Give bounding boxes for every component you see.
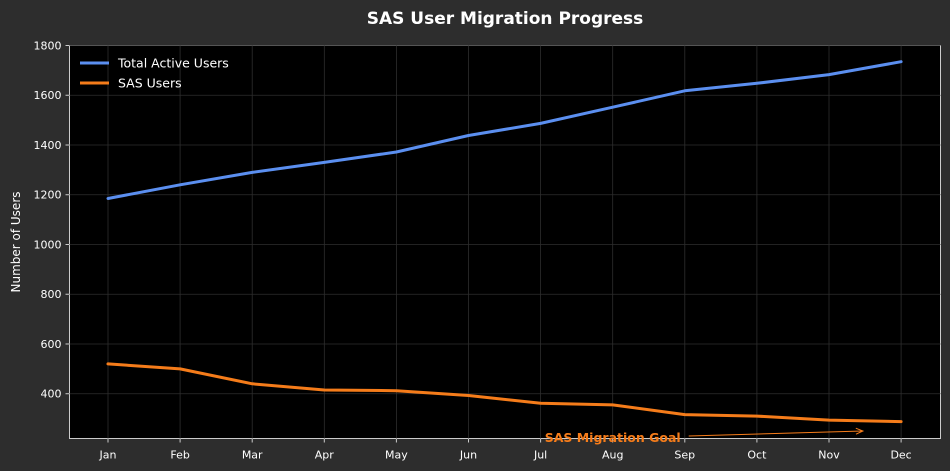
y-tick-label: 1800 [34, 40, 62, 53]
x-tick-label: Nov [818, 449, 840, 462]
x-tick-label: Jul [533, 449, 547, 462]
annotation-arrow-head [855, 427, 865, 435]
y-tick-label: 1200 [34, 189, 62, 202]
x-tick-label: Oct [747, 449, 767, 462]
series-layer [106, 60, 903, 424]
x-tick-label: Apr [315, 449, 335, 462]
x-tick-label: Aug [602, 449, 623, 462]
y-tick-label: 600 [41, 338, 62, 351]
y-tick-label: 1000 [34, 238, 62, 251]
annotation-label: SAS Migration Goal [545, 430, 681, 445]
tick-layer: Jan Feb Mar Apr May Jun Jul Aug Sep Oct Nov Dec 400 6… [34, 40, 912, 462]
series-line-2 [106, 362, 903, 424]
x-tick-label: Sep [674, 449, 695, 462]
y-tick-label: 1400 [34, 139, 62, 152]
annotation-layer: SAS Migration Goal [545, 427, 865, 445]
legend-label-2: SAS Users [118, 76, 182, 91]
grid-layer [69, 45, 941, 439]
y-axis-label: Number of Users [9, 191, 23, 292]
y-tick-label: 400 [41, 388, 62, 401]
legend-label-1: Total Active Users [117, 56, 229, 71]
plot-area [69, 45, 941, 439]
x-tick-label: Dec [890, 449, 911, 462]
legend: Total Active Users SAS Users [80, 56, 229, 91]
x-tick-label: May [385, 449, 408, 462]
x-tick-label: Mar [242, 449, 263, 462]
y-tick-label: 1600 [34, 89, 62, 102]
y-tick-label: 800 [41, 288, 62, 301]
chart-title: SAS User Migration Progress [367, 9, 644, 29]
x-tick-label: Jan [99, 449, 117, 462]
x-tick-label: Feb [170, 449, 189, 462]
annotation-arrow-line [688, 430, 863, 437]
series-line-1 [106, 60, 903, 200]
x-tick-label: Jun [459, 449, 477, 462]
